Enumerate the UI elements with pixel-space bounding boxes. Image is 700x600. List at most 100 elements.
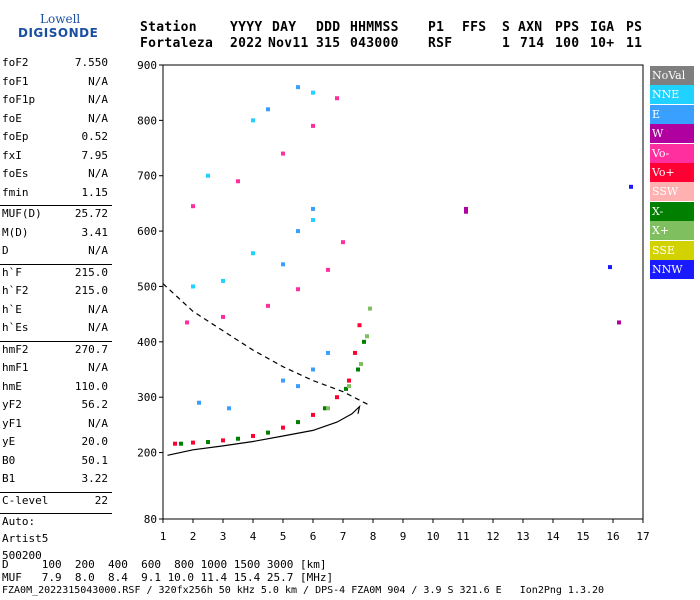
autoscale-line3: 500200 — [2, 549, 42, 562]
iga-value: 10+ — [590, 36, 615, 51]
digisonde-logo: Lowell DIGISONDE — [4, 6, 104, 46]
trace-point-vo- — [251, 433, 255, 438]
x-tick-label: 11 — [456, 530, 469, 543]
x-tick-label: 9 — [400, 530, 407, 543]
param-row-d: D N/A — [0, 244, 112, 263]
trace-point-vo- — [326, 267, 330, 272]
param-row-fof1: foF1 N/A — [0, 75, 112, 94]
trace-point-e — [227, 406, 231, 411]
trace-point-x- — [368, 306, 372, 311]
trace-point-vo- — [335, 96, 339, 101]
param-row-yf2: yF2 56.2 — [0, 398, 112, 417]
trace-point-w — [617, 320, 621, 325]
param-key: h`E — [2, 302, 22, 316]
day-value: Nov11 — [268, 36, 309, 51]
param-value: 0.52 — [81, 130, 109, 143]
x-tick-label: 4 — [250, 530, 257, 543]
trace-point-w — [464, 206, 468, 211]
trace-point-nne — [191, 284, 195, 289]
param-value: 25.72 — [74, 207, 108, 220]
trace-point-nne — [221, 278, 225, 283]
param-key: foE — [2, 111, 22, 125]
trace-point-vo- — [221, 438, 225, 443]
legend-vo-: Vo- — [650, 143, 694, 163]
s-value: 1 — [502, 36, 511, 51]
ps-label: PS — [626, 20, 643, 35]
param-key: hmE — [2, 379, 22, 393]
param-value: N/A — [88, 361, 108, 374]
param-value: N/A — [88, 416, 108, 430]
profile-curve — [167, 404, 361, 456]
param-value: 3.41 — [81, 225, 109, 239]
trace-point-x- — [266, 430, 270, 435]
param-key: h`F — [2, 265, 22, 279]
param-row-ye: yE 20.0 — [0, 435, 112, 454]
param-separator — [0, 340, 112, 342]
trace-point-vo- — [311, 123, 315, 128]
trace-point-x- — [236, 436, 240, 441]
param-key: yE — [2, 435, 16, 448]
param-value: 270.7 — [74, 342, 108, 356]
autoscale-line1: Auto: — [2, 515, 36, 528]
param-row-m-d-: M(D) 3.41 — [0, 226, 112, 245]
trace-point-vo- — [296, 287, 300, 292]
param-separator — [0, 491, 112, 493]
legend-nnw: NNW — [650, 260, 694, 279]
year-value: 2022 — [230, 36, 263, 51]
trace-point-vo- — [191, 440, 195, 445]
autoscale-line2: Artist5 — [2, 532, 49, 545]
param-key: h`Es — [2, 321, 29, 334]
x-tick-label: 8 — [370, 530, 377, 543]
param-value: 3.22 — [81, 472, 109, 485]
trace-point-x- — [356, 367, 360, 372]
trace-point-e — [197, 400, 201, 405]
trace-point-vo- — [266, 303, 270, 308]
param-key: C-level — [2, 493, 49, 507]
x-tick-label: 12 — [486, 530, 499, 543]
param-value: N/A — [88, 93, 108, 106]
param-value: 215.0 — [74, 284, 108, 297]
trace-point-x- — [359, 361, 363, 366]
y-tick-label: 400 — [137, 336, 157, 349]
legend-w: W — [650, 124, 694, 144]
param-row-h-e: h`E N/A — [0, 303, 112, 322]
trace-point-e — [311, 367, 315, 372]
pps-value: 100 — [555, 36, 580, 51]
x-tick-label: 1 — [160, 530, 167, 543]
param-key: hmF1 — [2, 361, 29, 374]
legend-ssw: SSW — [650, 182, 694, 202]
param-value: 1.15 — [81, 185, 109, 199]
param-value: N/A — [88, 321, 108, 334]
y-tick-label: 80 — [144, 513, 157, 526]
trace-point-e — [266, 107, 270, 112]
param-key: h`F2 — [2, 284, 29, 297]
trace-point-nnw — [608, 265, 612, 270]
legend-x-: X- — [650, 201, 694, 221]
trace-point-vo- — [191, 204, 195, 209]
p1-value: RSF — [428, 36, 453, 51]
legend-e: E — [650, 104, 694, 124]
param-key: M(D) — [2, 225, 29, 239]
trace-point-nnw — [629, 184, 633, 189]
trace-point-x- — [347, 384, 351, 389]
param-value: 20.0 — [81, 435, 109, 448]
trace-point-nne — [251, 251, 255, 256]
x-tick-label: 2 — [190, 530, 197, 543]
x-tick-label: 13 — [516, 530, 529, 543]
station-value: Fortaleza — [140, 36, 214, 51]
plot-frame — [162, 64, 644, 520]
year-label: YYYY — [230, 20, 263, 35]
y-tick-label: 300 — [137, 391, 157, 404]
legend-sse: SSE — [650, 240, 694, 260]
param-row-c-level: C-level 22 — [0, 494, 112, 513]
param-key: yF1 — [2, 416, 22, 430]
trace-point-e — [296, 85, 300, 90]
param-key: foEp — [2, 130, 29, 143]
x-tick-label: 16 — [606, 530, 619, 543]
trace-point-e — [326, 350, 330, 355]
trace-point-x- — [344, 386, 348, 391]
y-tick-label: 700 — [137, 170, 157, 183]
y-tick-label: 500 — [137, 280, 157, 293]
param-key: hmF2 — [2, 342, 29, 356]
muf-curve — [162, 283, 371, 407]
